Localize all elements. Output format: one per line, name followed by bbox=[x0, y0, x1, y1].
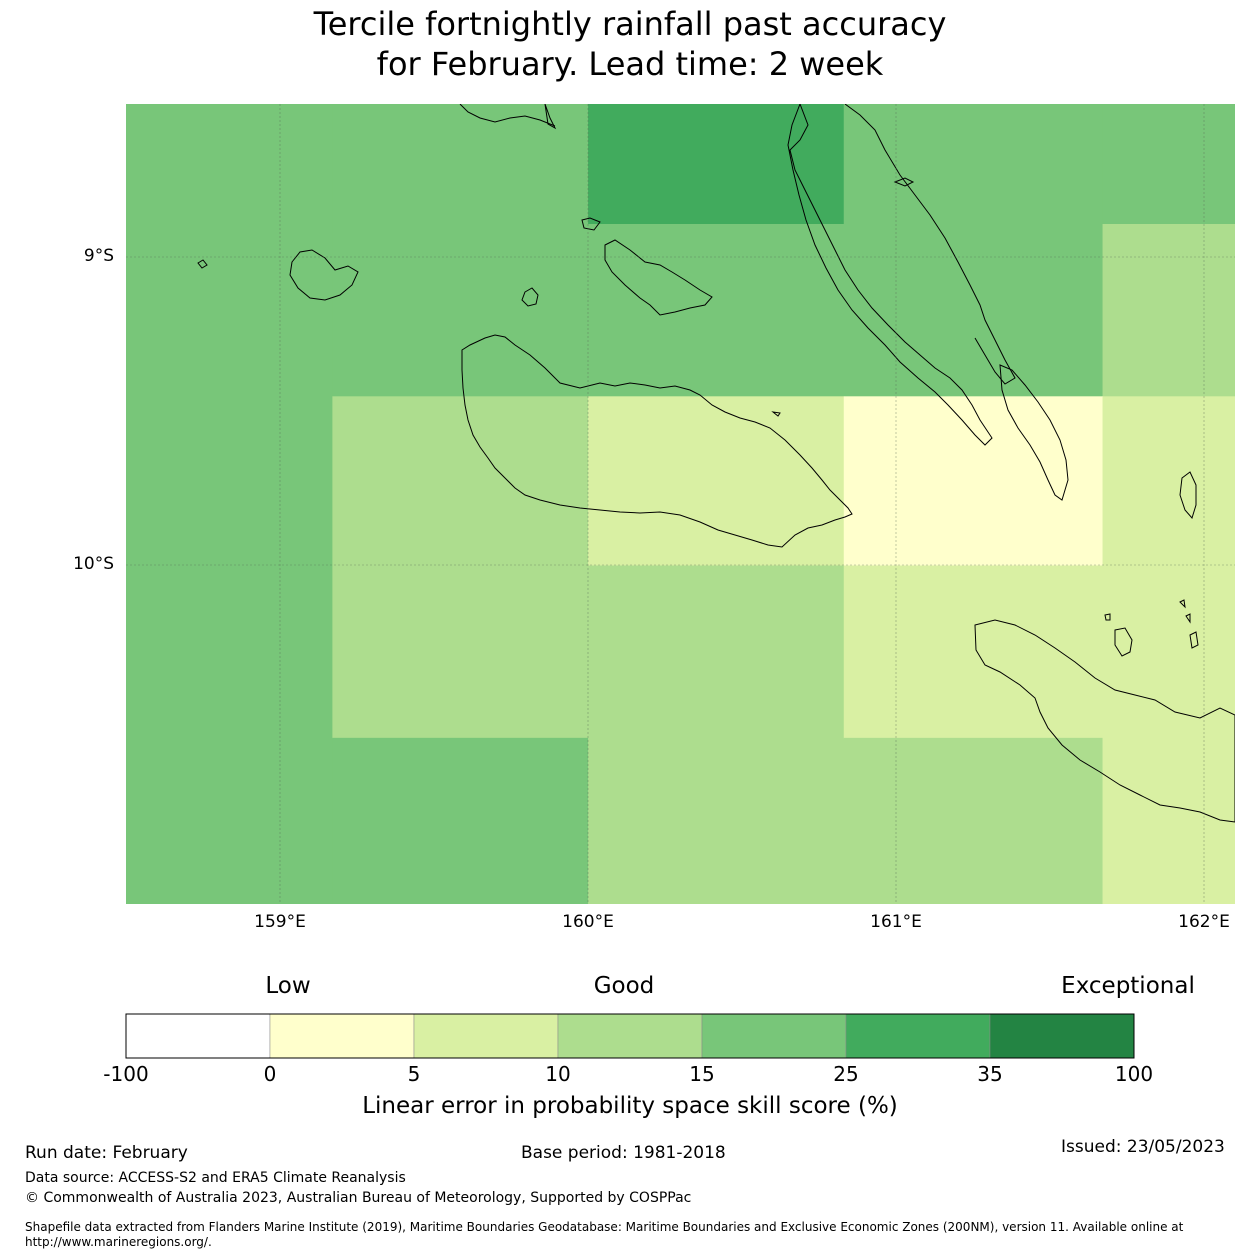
colorbar-tick: -100 bbox=[103, 1062, 149, 1086]
colorbar-segment bbox=[701, 1013, 847, 1059]
lon-label-162e: 162°E bbox=[1178, 912, 1230, 932]
coastline-maramasike bbox=[999, 364, 1069, 501]
lat-label-10s: 10°S bbox=[73, 554, 114, 574]
coastline-small-nw bbox=[581, 217, 601, 231]
coastline-small-se1 bbox=[1104, 613, 1111, 621]
coastline-small-se4 bbox=[1189, 631, 1199, 649]
colorbar-segment bbox=[989, 1013, 1135, 1059]
colorbar-segment bbox=[413, 1013, 559, 1059]
colorbar-tick: 10 bbox=[545, 1062, 571, 1086]
skill-grid-cell bbox=[588, 565, 845, 904]
colorbar-segment bbox=[557, 1013, 703, 1059]
skill-grid-cell bbox=[332, 396, 589, 739]
coastline-small-west bbox=[197, 259, 208, 269]
coastline-santa-isabel-top bbox=[459, 104, 556, 127]
skill-grid-cell bbox=[843, 737, 1104, 904]
coastline-small-north bbox=[893, 177, 915, 187]
skill-grid-cell bbox=[332, 737, 589, 904]
skill-grid-cell bbox=[126, 104, 333, 904]
colorbar-heading-good: Good bbox=[593, 973, 655, 999]
skill-grid-cell bbox=[843, 396, 1104, 567]
shapefile-credit: Shapefile data extracted from Flanders M… bbox=[25, 1220, 1184, 1249]
coastline-small-top2 bbox=[544, 104, 557, 130]
chart-title-line2: for February. Lead time: 2 week bbox=[376, 45, 884, 83]
colorbar-tick: 15 bbox=[689, 1062, 715, 1086]
colorbar-tick: 35 bbox=[977, 1062, 1003, 1086]
colorbar-heading-low: Low bbox=[265, 973, 311, 999]
lon-label-160e: 160°E bbox=[562, 912, 614, 932]
colorbar-heading-exceptional: Exceptional bbox=[1061, 973, 1195, 999]
skill-grid-cell bbox=[843, 104, 1104, 397]
coastline-malaita bbox=[787, 104, 993, 446]
copyright: © Commonwealth of Australia 2023, Austra… bbox=[25, 1190, 692, 1206]
skill-grid-cell bbox=[1102, 224, 1235, 397]
lon-label-159e: 159°E bbox=[254, 912, 306, 932]
colorbar-segment bbox=[845, 1013, 991, 1059]
coastline-makira bbox=[974, 619, 1235, 823]
coastline-guadalcanal bbox=[461, 334, 853, 548]
colorbar-segment bbox=[269, 1013, 415, 1059]
colorbar-tick: 5 bbox=[407, 1062, 421, 1086]
skill-grid-cell bbox=[588, 104, 845, 225]
colorbar-label: Linear error in probability space skill … bbox=[362, 1093, 898, 1119]
data-source: Data source: ACCESS-S2 and ERA5 Climate … bbox=[25, 1170, 406, 1186]
lon-label-161e: 161°E bbox=[870, 912, 922, 932]
skill-grid-cell bbox=[1102, 104, 1235, 225]
colorbar-tick: 0 bbox=[263, 1062, 277, 1086]
colorbar-tick: 100 bbox=[1114, 1062, 1154, 1086]
run-date: Run date: February bbox=[25, 1143, 188, 1163]
issued-date: Issued: 23/05/2023 bbox=[1061, 1137, 1225, 1157]
coastline-small-se2 bbox=[1179, 599, 1186, 609]
colorbar-segment bbox=[125, 1013, 271, 1059]
chart-title-line1: Tercile fortnightly rainfall past accura… bbox=[313, 5, 947, 43]
coastline-small-se3 bbox=[1185, 613, 1191, 624]
colorbar-frame bbox=[125, 1013, 1135, 1059]
coastline-russell-islands bbox=[289, 249, 359, 301]
base-period: Base period: 1981-2018 bbox=[521, 1143, 726, 1163]
coastline-florida-islands bbox=[604, 239, 713, 316]
skill-grid-cell bbox=[1102, 396, 1235, 904]
coastline-small-mid bbox=[771, 411, 781, 417]
skill-grid-cell bbox=[843, 565, 1104, 739]
coastline-malaita-east bbox=[844, 104, 1016, 385]
coastline-ulawa bbox=[1179, 471, 1197, 520]
coastline-ugi bbox=[1114, 627, 1133, 657]
coastline-savo bbox=[521, 287, 539, 307]
skill-grid-cell bbox=[588, 396, 845, 567]
skill-grid-cell bbox=[588, 224, 845, 397]
colorbar-tick: 25 bbox=[833, 1062, 859, 1086]
lat-label-9s: 9°S bbox=[83, 246, 114, 266]
skill-grid-cell bbox=[332, 104, 589, 397]
